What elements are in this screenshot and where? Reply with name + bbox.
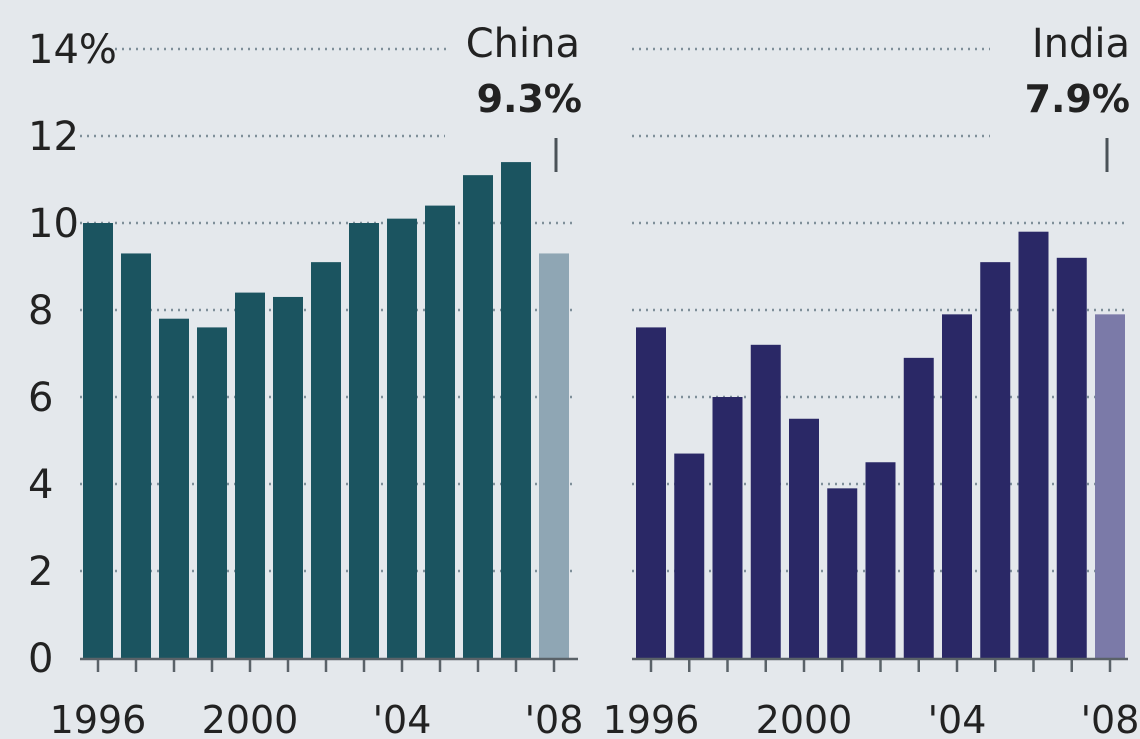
china-bar-2001 [273, 296, 303, 658]
y-axis-label-8: 8 [28, 288, 53, 334]
india-x-label-2008: '08 [1081, 698, 1140, 739]
china-x-label-1996: 1996 [50, 698, 147, 739]
china-x-label-2004: '04 [373, 698, 432, 739]
china-bar-2005 [425, 205, 455, 658]
india-latest-value-label: 7.9% [1025, 77, 1130, 121]
china-bar-1998 [159, 318, 189, 658]
china-x-label-2008: '08 [525, 698, 584, 739]
china-bar-2000 [235, 292, 265, 658]
india-title: India [1032, 21, 1130, 67]
india-bar-1996 [636, 327, 666, 658]
india-x-label-1996: 1996 [603, 698, 700, 739]
y-axis-label-10: 10 [28, 201, 79, 247]
china-bar-1997 [121, 253, 151, 658]
y-axis-label-14: 14% [28, 27, 117, 73]
china-latest-value-label: 9.3% [477, 77, 582, 121]
china-bar-2003 [349, 223, 379, 658]
india-bar-2004 [942, 314, 972, 658]
india-bar-1999 [750, 344, 781, 658]
india-bar-2001 [827, 488, 858, 658]
china-bar-2008 [539, 253, 569, 658]
y-axis-label-4: 4 [28, 462, 53, 508]
china-x-label-2000: 2000 [202, 698, 299, 739]
india-x-label-2004: '04 [928, 698, 987, 739]
china-bar-2004 [387, 218, 417, 658]
india-bar-2006 [1018, 231, 1049, 658]
china-bar-2006 [463, 175, 493, 658]
y-axis-label-0: 0 [28, 636, 53, 682]
y-axis-label-2: 2 [28, 549, 53, 595]
india-bar-2002 [865, 462, 896, 658]
china-title: China [466, 21, 580, 67]
india-bar-2000 [789, 418, 819, 658]
india-bar-2005 [980, 262, 1011, 658]
india-x-label-2000: 2000 [756, 698, 853, 739]
china-bar-2007 [501, 162, 531, 658]
china-bar-1996 [83, 223, 113, 658]
y-axis-label-6: 6 [28, 375, 53, 421]
india-bar-1997 [674, 453, 705, 658]
y-axis-label-12: 12 [28, 114, 79, 160]
india-bar-2007 [1056, 257, 1087, 658]
india-bar-2008 [1095, 314, 1125, 658]
china-bar-1999 [197, 327, 227, 658]
india-bar-1998 [712, 397, 743, 658]
china-bar-2002 [311, 262, 341, 658]
india-bar-2003 [903, 357, 934, 658]
